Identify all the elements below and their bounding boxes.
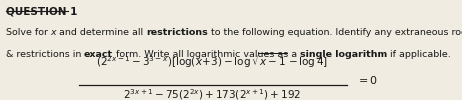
Text: and determine all: and determine all (56, 28, 146, 37)
Text: if applicable.: if applicable. (388, 50, 451, 59)
Text: restrictions: restrictions (146, 28, 208, 37)
Text: x: x (50, 28, 56, 37)
Text: QUESTION 1: QUESTION 1 (6, 7, 77, 17)
Text: $2^{3x+1}-75(2^{2x})+173(2^{x+1})+192$: $2^{3x+1}-75(2^{2x})+173(2^{x+1})+192$ (123, 87, 302, 100)
Text: Solve for: Solve for (6, 28, 50, 37)
Text: exact: exact (84, 50, 113, 59)
Text: single logarithm: single logarithm (300, 50, 388, 59)
Text: $(2^{2x-1}-3^{3-x})[\log(x\!+\!3)-\log\sqrt{x-1}-\log 4]$: $(2^{2x-1}-3^{3-x})[\log(x\!+\!3)-\log\s… (97, 51, 328, 70)
Text: to the following equation. Identify any extraneous roots and leave all solutions: to the following equation. Identify any … (208, 28, 462, 37)
Text: & restrictions in: & restrictions in (6, 50, 84, 59)
Text: $= 0$: $= 0$ (356, 74, 378, 86)
Text: form. Write all logarithmic values as a: form. Write all logarithmic values as a (113, 50, 300, 59)
